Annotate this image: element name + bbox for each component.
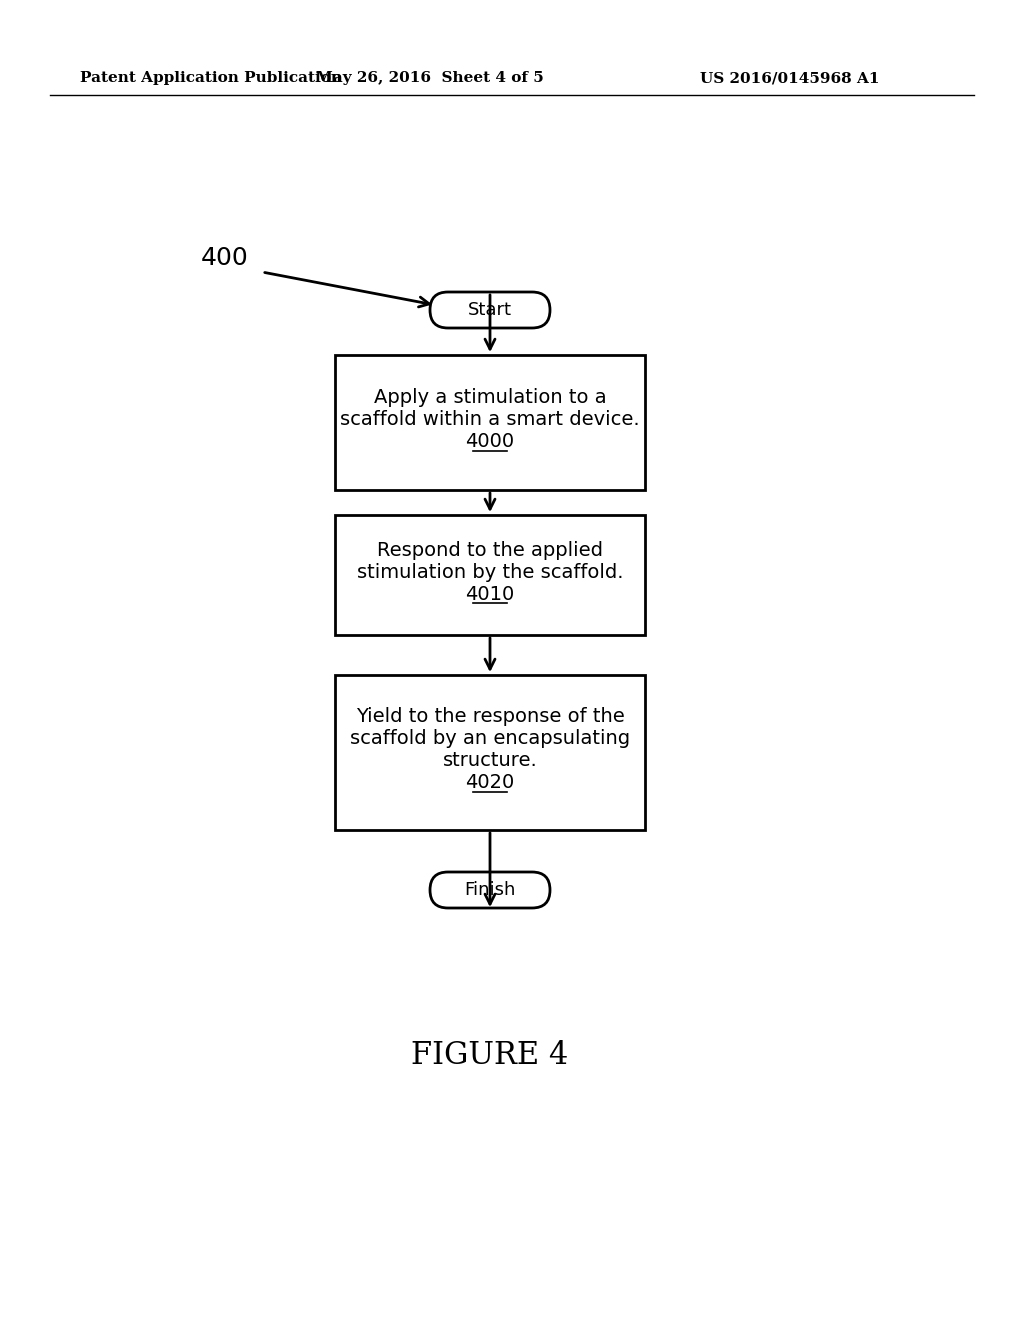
Bar bbox=[335, 515, 645, 635]
Text: Respond to the applied: Respond to the applied bbox=[377, 540, 603, 560]
Text: 4010: 4010 bbox=[465, 585, 515, 603]
Text: Patent Application Publication: Patent Application Publication bbox=[80, 71, 342, 84]
Text: Apply a stimulation to a: Apply a stimulation to a bbox=[374, 388, 606, 407]
Bar bbox=[335, 675, 645, 830]
FancyBboxPatch shape bbox=[430, 873, 550, 908]
Text: Start: Start bbox=[468, 301, 512, 319]
Text: FIGURE 4: FIGURE 4 bbox=[412, 1040, 568, 1071]
Text: Yield to the response of the: Yield to the response of the bbox=[355, 708, 625, 726]
Bar bbox=[335, 355, 645, 490]
Text: 400: 400 bbox=[201, 246, 249, 271]
Text: structure.: structure. bbox=[442, 751, 538, 770]
Text: scaffold by an encapsulating: scaffold by an encapsulating bbox=[350, 729, 630, 748]
Text: 4000: 4000 bbox=[466, 432, 515, 451]
Text: scaffold within a smart device.: scaffold within a smart device. bbox=[340, 411, 640, 429]
Text: US 2016/0145968 A1: US 2016/0145968 A1 bbox=[700, 71, 880, 84]
Text: 4020: 4020 bbox=[465, 774, 515, 792]
Text: stimulation by the scaffold.: stimulation by the scaffold. bbox=[356, 562, 624, 582]
Text: Finish: Finish bbox=[464, 880, 516, 899]
FancyBboxPatch shape bbox=[430, 292, 550, 327]
Text: May 26, 2016  Sheet 4 of 5: May 26, 2016 Sheet 4 of 5 bbox=[316, 71, 544, 84]
